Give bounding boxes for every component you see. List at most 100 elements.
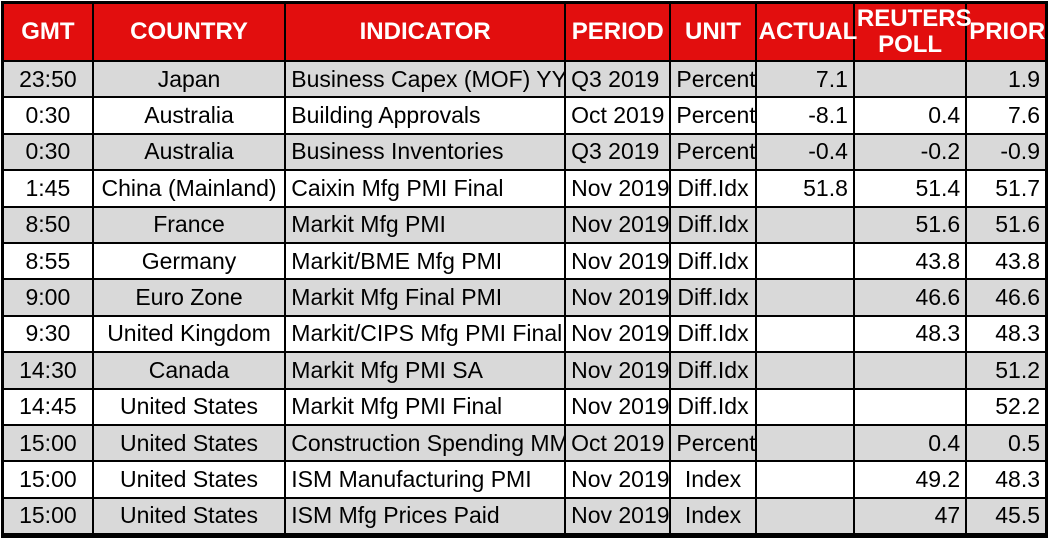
cell-period: Nov 2019 xyxy=(564,351,672,390)
header-prior: PRIOR xyxy=(965,1,1048,62)
cell-poll: 48.3 xyxy=(852,314,968,354)
cell-gmt: 8:50 xyxy=(1,205,94,244)
cell-gmt: 8:55 xyxy=(1,241,94,281)
cell-country: China (Mainland) xyxy=(91,169,287,208)
cell-indicator: Building Approvals xyxy=(284,96,567,135)
cell-country: United States xyxy=(91,496,287,537)
cell-country: France xyxy=(91,205,287,244)
table-header: GMT COUNTRY INDICATOR PERIOD UNIT ACTUAL… xyxy=(1,1,1048,62)
cell-indicator: Markit/CIPS Mfg PMI Final xyxy=(284,314,567,354)
table-row: 9:00 Euro Zone Markit Mfg Final PMI Nov 201… xyxy=(1,278,1048,317)
cell-indicator: ISM Manufacturing PMI xyxy=(284,460,567,499)
table-body: 23:50 Japan Business Capex (MOF) YY Q3 2019… xyxy=(1,59,1048,537)
cell-prior: 0.5 xyxy=(965,423,1048,463)
cell-poll: 47 xyxy=(852,496,968,537)
cell-poll: 51.6 xyxy=(852,205,968,244)
cell-actual xyxy=(754,278,855,317)
table-row: 15:00 United States Construction Spending … xyxy=(1,423,1048,463)
cell-country: Euro Zone xyxy=(91,278,287,317)
cell-prior: 1.9 xyxy=(965,59,1048,99)
header-actual: ACTUAL xyxy=(754,1,857,62)
cell-country: United States xyxy=(91,423,287,463)
cell-country: Germany xyxy=(91,241,287,281)
cell-unit: Diff.Idx xyxy=(669,169,757,208)
cell-indicator: Construction Spending MM xyxy=(284,423,567,463)
cell-unit: Diff.Idx xyxy=(669,314,757,354)
cell-actual xyxy=(754,205,855,244)
cell-actual xyxy=(754,423,855,463)
cell-gmt: 0:30 xyxy=(1,132,94,172)
cell-unit: Percent xyxy=(669,132,757,172)
cell-prior: 51.7 xyxy=(965,169,1048,208)
cell-gmt: 9:00 xyxy=(1,278,94,317)
cell-actual xyxy=(754,314,855,354)
cell-period: Nov 2019 xyxy=(564,314,672,354)
cell-unit: Percent xyxy=(669,96,757,135)
cell-actual xyxy=(754,351,855,390)
cell-indicator: Markit Mfg PMI SA xyxy=(284,351,567,390)
cell-unit: Diff.Idx xyxy=(669,351,757,390)
cell-gmt: 14:45 xyxy=(1,387,94,426)
cell-gmt: 14:30 xyxy=(1,351,94,390)
cell-indicator: Caixin Mfg PMI Final xyxy=(284,169,567,208)
cell-unit: Diff.Idx xyxy=(669,387,757,426)
cell-actual: 7.1 xyxy=(754,59,855,99)
cell-poll: 46.6 xyxy=(852,278,968,317)
cell-gmt: 9:30 xyxy=(1,314,94,354)
cell-prior: 7.6 xyxy=(965,96,1048,135)
cell-country: United States xyxy=(91,387,287,426)
cell-prior: 46.6 xyxy=(965,278,1048,317)
cell-indicator: Markit/BME Mfg PMI xyxy=(284,241,567,281)
cell-prior: 51.2 xyxy=(965,351,1048,390)
cell-prior: 48.3 xyxy=(965,314,1048,354)
cell-unit: Percent xyxy=(669,59,757,99)
cell-gmt: 0:30 xyxy=(1,96,94,135)
cell-indicator: Business Capex (MOF) YY xyxy=(284,59,567,99)
table-row: 23:50 Japan Business Capex (MOF) YY Q3 2019… xyxy=(1,59,1048,99)
cell-poll xyxy=(852,59,968,99)
cell-country: United States xyxy=(91,460,287,499)
cell-prior: 45.5 xyxy=(965,496,1048,537)
header-row: GMT COUNTRY INDICATOR PERIOD UNIT ACTUAL… xyxy=(1,1,1048,62)
cell-prior: 43.8 xyxy=(965,241,1048,281)
table-row: 8:50 France Markit Mfg PMI Nov 2019 Diff.Idx… xyxy=(1,205,1048,244)
header-gmt: GMT xyxy=(1,1,94,62)
cell-country: Japan xyxy=(91,59,287,99)
cell-prior: 51.6 xyxy=(965,205,1048,244)
cell-actual: 51.8 xyxy=(754,169,855,208)
table-row: 8:55 Germany Markit/BME Mfg PMI Nov 2019 Dif… xyxy=(1,241,1048,281)
cell-poll xyxy=(852,351,968,390)
cell-gmt: 15:00 xyxy=(1,460,94,499)
cell-period: Nov 2019 xyxy=(564,460,672,499)
cell-poll: 43.8 xyxy=(852,241,968,281)
cell-period: Q3 2019 xyxy=(564,132,672,172)
cell-period: Nov 2019 xyxy=(564,241,672,281)
header-unit: UNIT xyxy=(669,1,757,62)
cell-poll: -0.2 xyxy=(852,132,968,172)
cell-period: Nov 2019 xyxy=(564,169,672,208)
cell-unit: Diff.Idx xyxy=(669,241,757,281)
cell-actual xyxy=(754,460,855,499)
table-row: 15:00 United States ISM Mfg Prices Paid Nov… xyxy=(1,496,1048,537)
cell-period: Nov 2019 xyxy=(564,205,672,244)
header-period: PERIOD xyxy=(564,1,672,62)
cell-indicator: Markit Mfg PMI xyxy=(284,205,567,244)
cell-poll: 0.4 xyxy=(852,423,968,463)
cell-country: Australia xyxy=(91,96,287,135)
cell-actual xyxy=(754,387,855,426)
cell-unit: Percent xyxy=(669,423,757,463)
cell-prior: -0.9 xyxy=(965,132,1048,172)
cell-country: Canada xyxy=(91,351,287,390)
cell-poll xyxy=(852,387,968,426)
cell-indicator: Business Inventories xyxy=(284,132,567,172)
cell-poll: 51.4 xyxy=(852,169,968,208)
table-row: 9:30 United Kingdom Markit/CIPS Mfg PMI Fi… xyxy=(1,314,1048,354)
cell-actual xyxy=(754,496,855,537)
cell-country: United Kingdom xyxy=(91,314,287,354)
cell-actual xyxy=(754,241,855,281)
table-row: 14:45 United States Markit Mfg PMI Final No… xyxy=(1,387,1048,426)
cell-prior: 52.2 xyxy=(965,387,1048,426)
table-row: 0:30 Australia Building Approvals Oct 2019 P… xyxy=(1,96,1048,135)
